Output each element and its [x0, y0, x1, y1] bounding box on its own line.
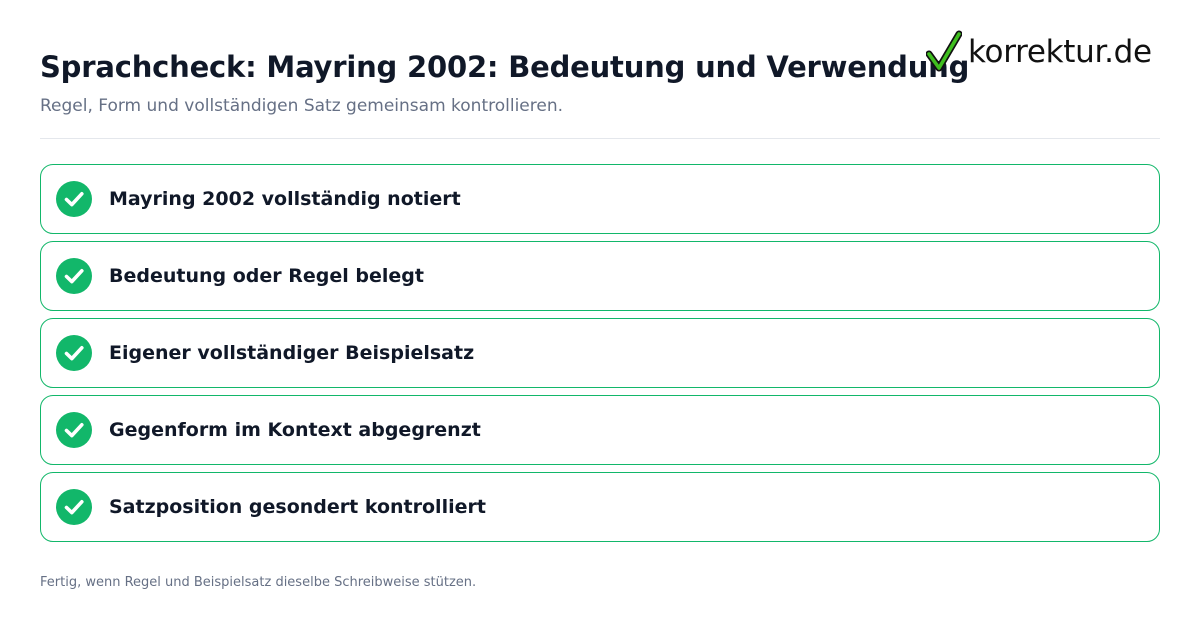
checklist-item-label: Gegenform im Kontext abgegrenzt [109, 419, 481, 441]
check-circle-icon [56, 181, 92, 217]
page-title: Sprachcheck: Mayring 2002: Bedeutung und… [40, 50, 970, 84]
checklist-item: Satzposition gesondert kontrolliert [40, 472, 1160, 542]
checklist-item: Mayring 2002 vollständig notiert [40, 164, 1160, 234]
check-circle-icon [56, 412, 92, 448]
footer-note: Fertig, wenn Regel und Beispielsatz dies… [40, 575, 477, 590]
page-subtitle: Regel, Form und vollständigen Satz gemei… [40, 96, 564, 116]
korrektur-logo[interactable]: korrektur.de [926, 30, 1152, 74]
check-circle-icon [56, 335, 92, 371]
checklist-item-label: Bedeutung oder Regel belegt [109, 265, 424, 287]
header-divider [40, 138, 1160, 139]
checkmark-icon [926, 30, 962, 72]
checklist-item: Bedeutung oder Regel belegt [40, 241, 1160, 311]
checklist-item-label: Eigener vollständiger Beispielsatz [109, 342, 475, 364]
checklist-item-label: Satzposition gesondert kontrolliert [109, 496, 486, 518]
checklist-item: Gegenform im Kontext abgegrenzt [40, 395, 1160, 465]
checklist: Mayring 2002 vollständig notiert Bedeutu… [40, 164, 1160, 549]
check-circle-icon [56, 489, 92, 525]
checklist-item-label: Mayring 2002 vollständig notiert [109, 188, 461, 210]
checklist-item: Eigener vollständiger Beispielsatz [40, 318, 1160, 388]
logo-text: korrektur.de [968, 34, 1152, 70]
check-circle-icon [56, 258, 92, 294]
